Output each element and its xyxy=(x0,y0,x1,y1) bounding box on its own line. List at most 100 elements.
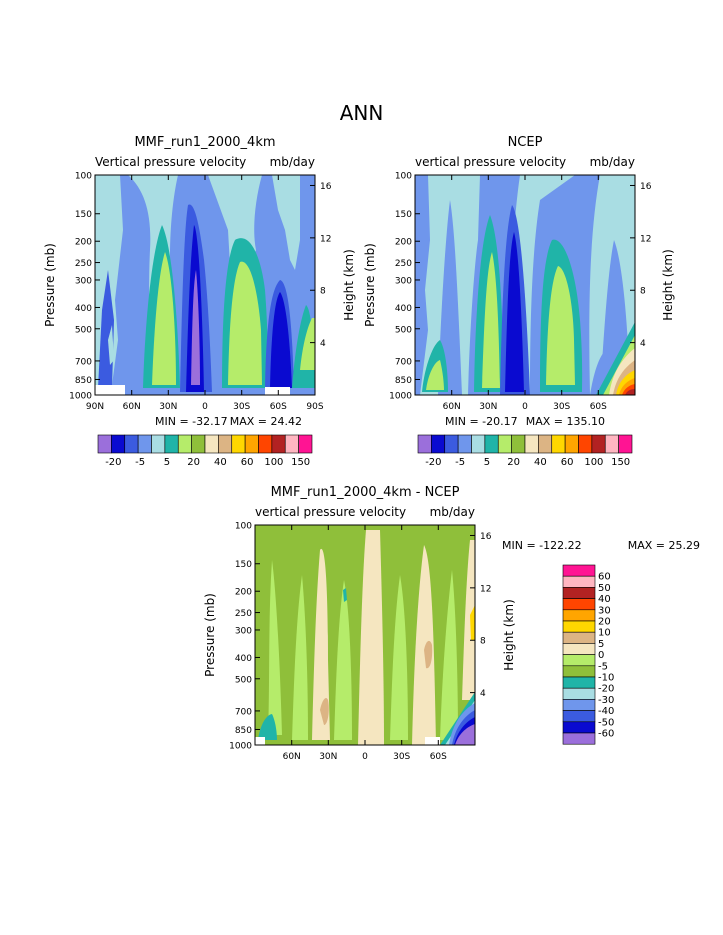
colorbar-swatch xyxy=(562,687,596,700)
colorbar-label: 20 xyxy=(187,457,200,468)
y-tick-label: 150 xyxy=(235,560,252,570)
colorbar-swatch xyxy=(562,710,596,723)
panel-ncep: 100150200250300400500700850100016128460N… xyxy=(363,135,675,468)
colorbar-label: -20 xyxy=(425,457,441,468)
x-tick-label: 0 xyxy=(202,402,208,412)
colorbar-swatch xyxy=(298,434,313,454)
panel-mmf: 100150200250300400500700850100016128490N… xyxy=(43,135,356,468)
diff-green-north xyxy=(268,560,282,735)
y-tick-label: 700 xyxy=(75,357,92,367)
colorbar-swatch xyxy=(151,434,166,454)
colorbar-label: -20 xyxy=(105,457,121,468)
colorbar-swatch xyxy=(562,654,596,667)
diff-missing-north xyxy=(255,737,265,745)
y-tick-label: 100 xyxy=(235,522,252,532)
diff-subtitle-right: mb/day xyxy=(430,505,475,519)
y-tick-label: 100 xyxy=(75,172,92,182)
x-tick-label: 60S xyxy=(430,752,447,762)
diff-missing-south xyxy=(425,737,440,745)
y-tick-label: 200 xyxy=(235,588,252,598)
mmf-purple-equator xyxy=(191,270,200,385)
colorbar-label: 10 xyxy=(598,628,611,639)
colorbar-swatch xyxy=(564,434,579,454)
diff-teal-north xyxy=(258,714,277,740)
colorbar-label: 50 xyxy=(598,583,611,594)
mmf-ylabel-right: Height (km) xyxy=(342,249,356,320)
colorbar-swatch xyxy=(417,434,432,454)
ncep-ylabel-right: Height (km) xyxy=(661,249,675,320)
ncep-darkred-60s xyxy=(625,389,635,395)
diff-beige-equator xyxy=(358,530,384,745)
mmf-green-30s xyxy=(228,261,262,385)
ncep-blue-70n xyxy=(438,200,462,395)
colorbar-label: 20 xyxy=(507,457,520,468)
colorbar-swatch xyxy=(562,676,596,689)
colorbar-swatch xyxy=(484,434,499,454)
mmf-subtitle-left: Vertical pressure velocity xyxy=(95,155,246,169)
mmf-green-southpole xyxy=(300,318,315,370)
y-tick-label: 250 xyxy=(395,259,412,269)
y-tick-label: 200 xyxy=(395,238,412,248)
y-tick-label: 400 xyxy=(235,654,252,664)
y2-tick-label: 8 xyxy=(320,287,326,297)
colorbar-swatch xyxy=(97,434,112,454)
colorbar-label: 0 xyxy=(598,650,604,661)
colorbar-swatch xyxy=(562,631,596,644)
diff-purple-south xyxy=(455,724,475,745)
colorbar-label: -10 xyxy=(598,673,614,684)
mmf-colorbar: -20 -5 5 20 40 60 100 150 xyxy=(97,434,313,468)
y-tick-label: 300 xyxy=(235,626,252,636)
mmf-green-30n xyxy=(152,252,176,385)
colorbar-swatch xyxy=(562,721,596,734)
y-tick-label: 250 xyxy=(75,259,92,269)
x-tick-label: 0 xyxy=(362,752,368,762)
colorbar-swatch xyxy=(562,609,596,622)
y-tick-label: 1000 xyxy=(69,392,92,402)
colorbar-label: 40 xyxy=(534,457,547,468)
colorbar-label: 40 xyxy=(598,594,611,605)
y2-tick-label: 16 xyxy=(320,182,332,192)
colorbar-swatch xyxy=(511,434,526,454)
colorbar-swatch xyxy=(431,434,446,454)
ncep-title: NCEP xyxy=(508,135,543,150)
y2-tick-label: 8 xyxy=(480,637,486,647)
colorbar-swatch xyxy=(562,587,596,599)
colorbar-swatch xyxy=(111,434,126,454)
colorbar-label: 100 xyxy=(584,457,603,468)
colorbar-swatch xyxy=(244,434,259,454)
colorbar-swatch xyxy=(271,434,286,454)
colorbar-label: -50 xyxy=(598,717,614,728)
x-tick-label: 60S xyxy=(270,402,287,412)
panel-ncep-field xyxy=(415,175,635,395)
mmf-max-label: MAX = 24.42 xyxy=(230,415,302,428)
colorbar-swatch xyxy=(562,575,596,588)
colorbar-label: 20 xyxy=(598,617,611,628)
x-tick-label: 60N xyxy=(443,402,461,412)
diff-title: MMF_run1_2000_4km - NCEP xyxy=(271,485,460,500)
y-tick-label: 1000 xyxy=(229,742,252,752)
colorbar-label: -60 xyxy=(598,729,614,740)
diff-subtitle-left: vertical pressure velocity xyxy=(255,505,406,519)
colorbar-swatch xyxy=(562,665,596,678)
x-tick-label: 30S xyxy=(233,402,250,412)
ncep-green-30s xyxy=(546,266,575,385)
colorbar-swatch xyxy=(562,598,596,611)
colorbar-swatch xyxy=(562,732,596,745)
ncep-subtitle-left: vertical pressure velocity xyxy=(415,155,566,169)
x-tick-label: 30S xyxy=(553,402,570,412)
x-tick-label: 90N xyxy=(86,402,104,412)
colorbar-swatch xyxy=(218,434,233,454)
y-tick-label: 150 xyxy=(395,210,412,220)
y-tick-label: 700 xyxy=(235,707,252,717)
colorbar-label: 100 xyxy=(264,457,283,468)
y2-tick-label: 12 xyxy=(480,584,491,594)
colorbar-swatch xyxy=(457,434,472,454)
y-tick-label: 700 xyxy=(395,357,412,367)
colorbar-label: -30 xyxy=(598,695,614,706)
colorbar-swatch xyxy=(562,699,596,711)
colorbar-swatch xyxy=(231,434,246,454)
y2-tick-label: 16 xyxy=(640,182,652,192)
mmf-light-north-inner xyxy=(108,325,114,365)
figure-title: ANN xyxy=(339,101,384,125)
